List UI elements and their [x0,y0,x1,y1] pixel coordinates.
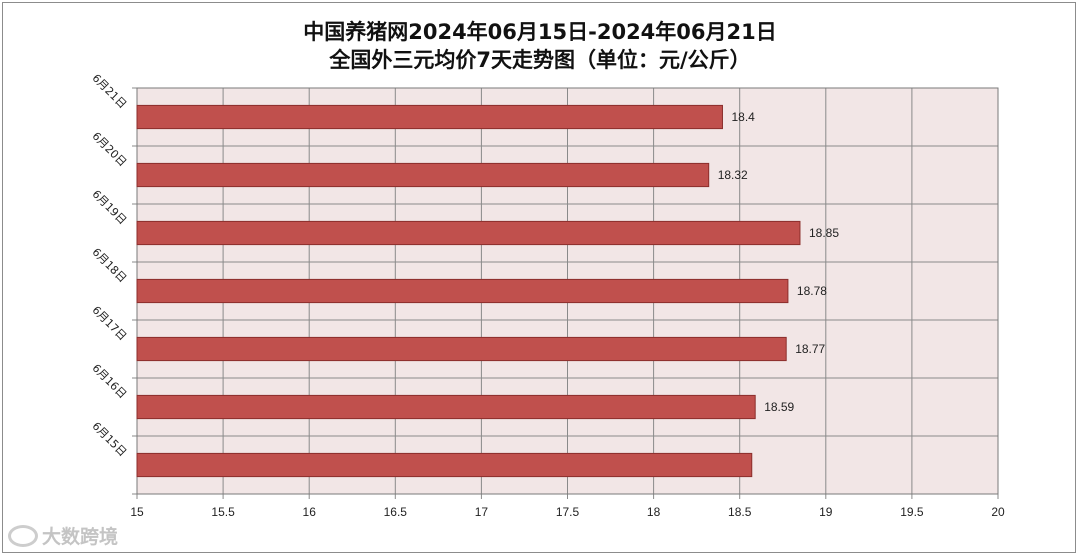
category-label: 6月18日 [89,246,129,286]
watermark-text: 大数跨境 [42,526,119,548]
category-label: 6月17日 [89,304,129,344]
bar [136,452,753,478]
bar [136,220,801,246]
category-label: 6月21日 [89,72,129,112]
chart-title: 中国养猪网2024年06月15日-2024年06月21日 [303,20,777,44]
x-tick-label: 18.5 [728,505,752,519]
x-tick-label: 16 [303,505,317,519]
x-tick-label: 17 [475,505,489,519]
data-label: 18.59 [764,400,794,414]
logo-icon [8,524,38,547]
x-tick-label: 15 [130,505,144,519]
chart-subtitle: 全国外三元均价7天走势图（单位：元/公斤） [329,48,751,72]
data-label: 18.4 [731,110,755,124]
bar [136,162,710,188]
x-tick-label: 18 [647,505,661,519]
category-label: 6月20日 [89,130,129,170]
x-tick-label: 16.5 [384,505,408,519]
bar [136,394,756,420]
category-label: 6月15日 [89,420,129,460]
data-label: 18.78 [797,284,827,298]
bar [136,278,789,304]
data-label: 18.77 [795,342,825,356]
data-label: 18.32 [718,168,748,182]
data-label: 18.85 [809,226,839,240]
category-label: 6月19日 [89,188,129,228]
bar [136,104,723,130]
x-tick-label: 19 [819,505,833,519]
category-label: 6月16日 [89,362,129,402]
x-tick-label: 19.5 [900,505,924,519]
x-tick-label: 15.5 [211,505,235,519]
watermark: 大数跨境 [8,522,118,549]
x-tick-label: 17.5 [556,505,580,519]
x-tick-label: 20 [991,505,1005,519]
bar [136,336,787,362]
